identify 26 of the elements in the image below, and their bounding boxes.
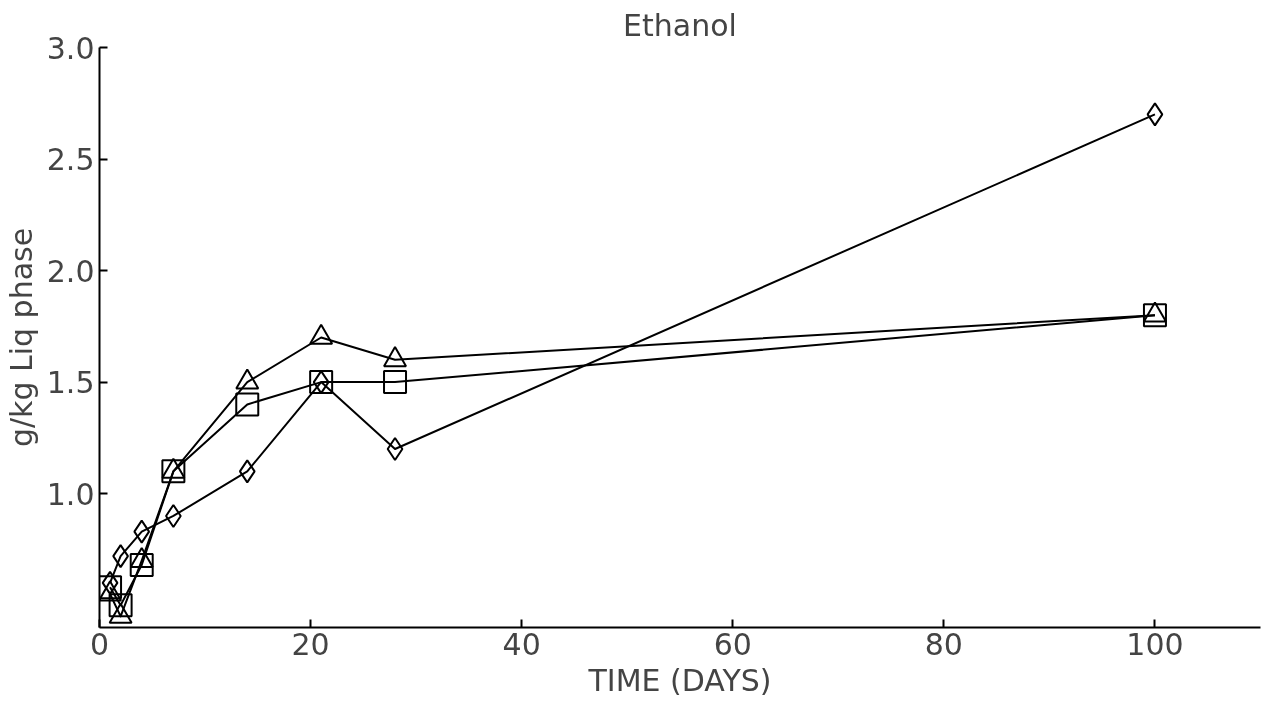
y-tick-label: 1.0 [46,476,95,512]
y-tick-label: 3.0 [46,30,95,66]
x-tick-label: 80 [924,626,963,662]
point [101,570,119,595]
chart-title: Ethanol [623,7,737,43]
point [1146,102,1164,127]
x-tick-label: 60 [713,626,752,662]
x-tick-label: 0 [89,626,110,662]
point [133,519,151,544]
x-tick-label: 40 [502,626,541,662]
point [1142,303,1167,328]
point [383,370,408,395]
point [129,553,154,578]
point [238,459,256,484]
y-tick-label: 2.0 [46,253,95,289]
x-axis-title: TIME (DAYS) [587,662,772,698]
point [235,392,260,417]
y-axis-title: g/kg Liq phase [3,227,39,448]
point [99,575,123,600]
y-tick-label: 2.5 [46,142,95,178]
point [108,593,133,618]
point [161,459,186,484]
y-tick-label: 1.5 [46,365,95,401]
x-tick-label: 20 [291,626,330,662]
x-tick-label: 100 [1126,626,1184,662]
point [386,437,404,462]
